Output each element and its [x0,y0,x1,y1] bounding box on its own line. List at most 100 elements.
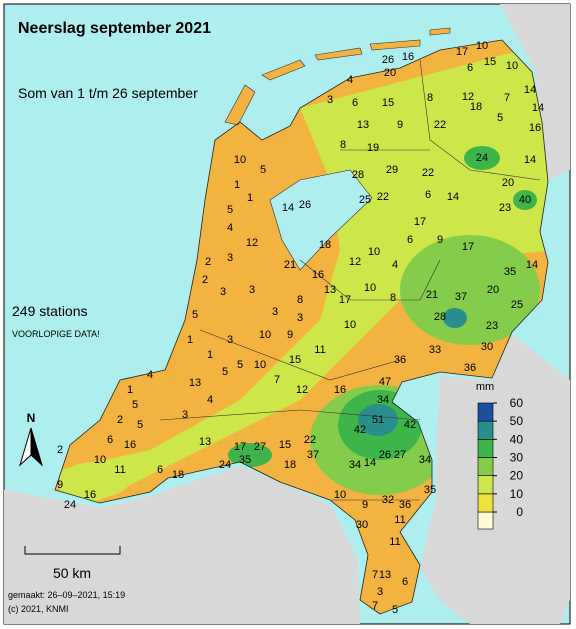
country-border [54,39,549,615]
station-value: 5 [137,419,143,431]
north-label: N [27,411,36,425]
station-value: 3 [249,284,255,296]
station-value: 37 [307,449,319,461]
station-value: 5 [260,164,266,176]
station-value: 14 [447,191,459,203]
station-value: 5 [392,604,398,616]
station-value: 20 [502,177,514,189]
station-value: 6 [425,189,431,201]
station-value: 3 [227,334,233,346]
station-value: 11 [394,514,405,526]
station-value: 14 [526,259,538,271]
station-value: 12 [349,256,361,268]
wadden-islands [224,27,451,126]
station-value: 10 [364,282,376,294]
footer-made: gemaakt: 26–09–2021, 15:19 [8,590,125,600]
station-value: 40 [519,194,531,206]
station-value: 10 [259,329,271,341]
station-value: 26 [299,199,311,211]
station-value: 9 [437,234,443,246]
station-value: 10 [476,40,488,52]
station-value: 42 [404,419,416,431]
station-value: 16 [84,489,96,501]
station-value: 3 [272,306,278,318]
north-arrow [30,427,43,467]
station-value: 29 [386,164,398,176]
station-value: 12 [296,384,308,396]
station-value: 5 [222,366,228,378]
station-value: 15 [484,56,496,68]
station-value: 5 [227,204,233,216]
station-value: 34 [419,454,431,466]
field-north-spot [464,146,500,170]
legend-tick-label: 10 [510,487,524,501]
station-value: 3 [297,312,303,324]
station-value: 10 [344,319,356,331]
station-value: 21 [426,289,438,301]
station-value: 16 [312,269,324,281]
station-value: 3 [220,286,226,298]
station-value: 17 [339,294,351,306]
station-value: 17 [462,241,474,253]
legend-band [477,475,494,495]
station-value: 6 [407,234,413,246]
station-value: 8 [297,294,303,306]
station-value: 4 [147,369,153,381]
station-value: 21 [284,259,296,271]
station-value: 3 [377,586,383,598]
station-count: 249 stations [12,303,88,319]
station-value: 1 [207,349,213,361]
station-value: 6 [107,434,113,446]
station-value: 30 [481,341,493,353]
station-value: 15 [289,354,301,366]
station-value: 11 [114,464,125,476]
station-value: 2 [57,444,63,456]
title: Neerslag september 2021 [18,20,211,37]
station-value: 27 [394,449,406,461]
station-value: 37 [455,291,467,303]
station-value: 51 [372,414,384,426]
station-value: 5 [497,112,503,124]
province-borders [159,59,541,501]
station-value: 3 [182,409,188,421]
station-value: 8 [427,92,433,104]
scale-bar [24,546,121,555]
legend-band [477,420,494,440]
legend-tick-label: 30 [510,451,524,465]
station-value: 10 [334,489,346,501]
station-value: 10 [506,60,518,72]
legend-tick-label: 20 [510,469,524,483]
station-value: 9 [287,329,293,341]
station-value: 18 [284,459,296,471]
station-value: 23 [486,320,498,332]
station-value: 36 [399,499,411,511]
station-value: 4 [227,222,233,234]
station-value: 35 [424,484,436,496]
station-value: 13 [357,119,369,131]
station-value: 17 [234,441,246,453]
station-value: 16 [334,384,346,396]
station-value: 20 [487,284,499,296]
station-value: 12 [246,237,258,249]
station-value: 10 [368,246,380,258]
legend-band [477,457,494,476]
station-value: 23 [499,202,511,214]
station-value: 13 [379,569,391,581]
station-value: 20 [384,67,396,79]
station-value: 2 [202,274,208,286]
station-value: 3 [327,94,333,106]
legend-tick-label: 60 [510,396,524,410]
ijsselmeer [269,169,373,271]
field-mid [60,40,548,510]
legend-tick-label: 0 [516,505,523,519]
station-value: 33 [429,344,441,356]
station-value: 22 [434,119,446,131]
station-value: 5 [237,359,243,371]
station-value: 7 [274,374,280,386]
legend-band [477,402,494,422]
station-value: 4 [392,259,398,271]
station-value: 1 [247,192,253,204]
station-value: 18 [470,101,482,113]
